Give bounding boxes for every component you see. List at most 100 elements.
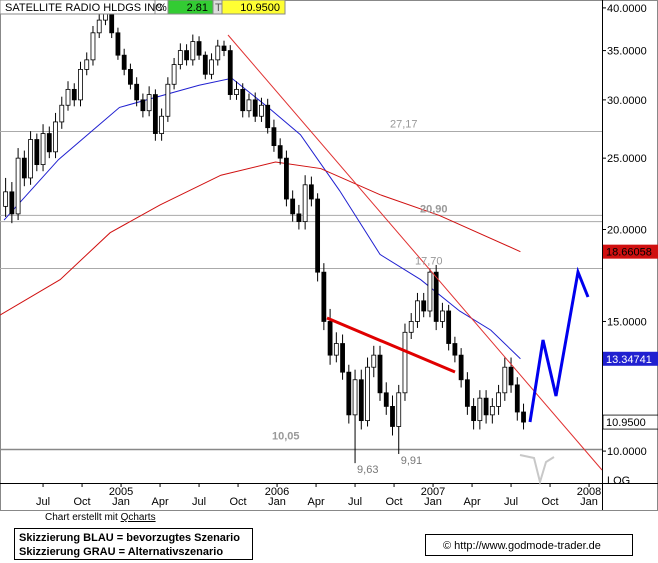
candle-body bbox=[452, 343, 458, 356]
header-pct: % bbox=[157, 2, 167, 14]
value-box-label: 13.34741 bbox=[606, 354, 652, 366]
candle-body bbox=[315, 198, 321, 273]
x-tick-label: Jul bbox=[36, 496, 50, 508]
candle-body bbox=[46, 133, 52, 153]
candle-body bbox=[521, 411, 526, 423]
header-last-box bbox=[221, 0, 286, 15]
x-tick-label: Jul bbox=[348, 496, 362, 508]
candle-body bbox=[259, 104, 264, 117]
candle-body bbox=[246, 99, 252, 112]
y-tick-label: 40.0000 bbox=[607, 3, 647, 15]
candle-body bbox=[15, 157, 21, 215]
header-last: 10.9500 bbox=[240, 2, 280, 14]
trend-line-bold bbox=[326, 316, 456, 374]
candle-body bbox=[40, 133, 46, 166]
x-tick-label: Apr bbox=[463, 496, 480, 508]
candle-body bbox=[171, 64, 177, 85]
candle-body bbox=[296, 213, 302, 222]
candle-body bbox=[308, 184, 314, 200]
y-tick-label: 20.0000 bbox=[607, 224, 647, 236]
low-label: 9,91 bbox=[401, 455, 422, 467]
candle-body bbox=[340, 343, 345, 373]
candle-body bbox=[109, 11, 115, 34]
candle-body bbox=[96, 19, 102, 34]
candle-body bbox=[90, 32, 96, 61]
level-label: 27,17 bbox=[390, 119, 418, 131]
y-tick-label: 15.0000 bbox=[607, 316, 647, 328]
candle-body bbox=[483, 397, 489, 416]
candle-body bbox=[59, 104, 65, 123]
candle-body bbox=[377, 354, 383, 394]
candle-body bbox=[65, 88, 71, 106]
value-box-label: 10.9500 bbox=[606, 417, 646, 429]
candle-body bbox=[159, 115, 165, 134]
moving-average bbox=[0, 161, 521, 316]
x-tick-label: Jan bbox=[112, 496, 130, 508]
y-tick-label: 30.0000 bbox=[607, 95, 647, 107]
x-tick-label: Jul bbox=[192, 496, 206, 508]
candle-body bbox=[177, 50, 183, 65]
candle-body bbox=[489, 406, 495, 416]
candle-body bbox=[152, 94, 158, 134]
candle-body bbox=[78, 68, 83, 101]
candle-body bbox=[383, 392, 389, 407]
candle-body bbox=[121, 54, 127, 70]
header-change: 2.81 bbox=[187, 2, 208, 14]
candle-body bbox=[446, 310, 452, 344]
candle-body bbox=[134, 83, 140, 101]
value-box-label: 18.66058 bbox=[606, 247, 652, 259]
candle-body bbox=[421, 300, 427, 312]
candle-body bbox=[71, 88, 77, 101]
candle-body bbox=[9, 191, 15, 215]
candle-body bbox=[221, 45, 227, 51]
credit-prefix: Chart erstellt mit bbox=[45, 512, 118, 523]
candle-body bbox=[202, 54, 208, 75]
scale-label: LOG bbox=[607, 475, 630, 487]
credit: Chart erstellt mit Qcharts bbox=[45, 512, 156, 523]
legend-box bbox=[14, 528, 253, 560]
candle-body bbox=[365, 366, 370, 422]
x-year-label: 2006 bbox=[265, 486, 289, 498]
credit-link: Qcharts bbox=[121, 512, 156, 523]
y-tick-label: 25.0000 bbox=[607, 153, 647, 165]
legend-line: Skizzierung BLAU = bevorzugtes Szenario bbox=[19, 532, 240, 544]
candle-body bbox=[477, 397, 483, 422]
candle-body bbox=[333, 343, 339, 356]
candle-body bbox=[390, 406, 395, 427]
candle-body bbox=[165, 83, 171, 117]
x-year-label: 2008 bbox=[577, 486, 601, 498]
candle-body bbox=[209, 59, 214, 75]
x-tick-label: Apr bbox=[307, 496, 324, 508]
x-tick-label: Jan bbox=[268, 496, 286, 508]
candle-body bbox=[53, 121, 58, 153]
candle-body bbox=[265, 104, 271, 129]
copyright-box bbox=[425, 534, 633, 556]
plot-area bbox=[0, 6, 602, 464]
candle-body bbox=[234, 88, 239, 95]
candle-body bbox=[184, 50, 189, 61]
value-box bbox=[603, 244, 658, 259]
y-tick-label: 35.0000 bbox=[607, 46, 647, 58]
y-tick-label: 10.0000 bbox=[607, 446, 647, 458]
copyright: © http://www.godmode-trader.de bbox=[443, 540, 601, 552]
candle-body bbox=[302, 184, 308, 222]
legend-line: Skizzierung GRAU = Alternativszenario bbox=[19, 546, 223, 558]
value-box bbox=[602, 414, 658, 430]
candle-body bbox=[502, 366, 508, 394]
x-tick-label: Jan bbox=[580, 496, 598, 508]
x-year-label: 2007 bbox=[421, 486, 445, 498]
candle-body bbox=[196, 41, 202, 56]
candle-body bbox=[277, 145, 283, 159]
candle-body bbox=[290, 198, 296, 215]
candle-body bbox=[21, 157, 27, 179]
trend-line bbox=[227, 34, 603, 471]
candle-body bbox=[496, 392, 501, 407]
candle-body bbox=[284, 157, 289, 200]
candle-body bbox=[252, 99, 258, 117]
x-tick-label: Oct bbox=[385, 496, 402, 508]
gray-scenario bbox=[519, 454, 555, 486]
candle-body bbox=[396, 392, 402, 427]
candle-body bbox=[471, 406, 477, 422]
header-t: T bbox=[215, 2, 222, 14]
